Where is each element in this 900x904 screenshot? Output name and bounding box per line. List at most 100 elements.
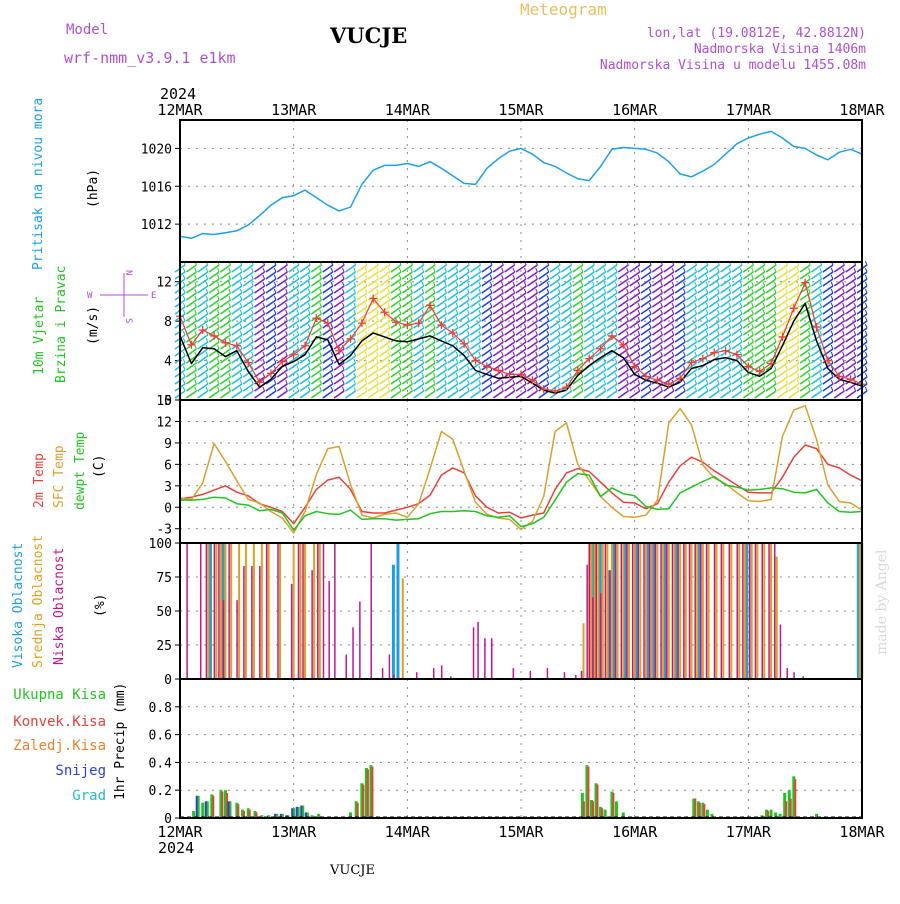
wind-gust-marker xyxy=(187,340,196,349)
wind-barb-flag xyxy=(864,351,868,357)
wind-barb xyxy=(822,383,834,392)
wind-barb xyxy=(560,278,572,287)
wind-barb-flag xyxy=(467,344,470,350)
wind-barb xyxy=(254,362,266,371)
wind-barb xyxy=(345,299,356,308)
wind-barb-flag xyxy=(535,372,538,378)
wind-barb xyxy=(265,285,277,294)
wind-barb xyxy=(299,369,311,378)
wind-barb xyxy=(413,341,425,350)
y-tick-label: 25 xyxy=(156,639,172,654)
wind-barb xyxy=(595,390,607,399)
wind-barb-flag xyxy=(205,372,209,378)
wind-barb-flag xyxy=(580,267,584,273)
wind-barb xyxy=(390,369,402,378)
wind-barb-flag xyxy=(307,379,311,385)
wind-barb-flag xyxy=(182,351,186,357)
wind-barb-flag xyxy=(819,316,823,322)
wind-barb-flag xyxy=(444,358,447,364)
wind-barb xyxy=(492,348,504,357)
wind-barb-flag xyxy=(728,372,732,378)
wind-barb xyxy=(811,327,823,336)
wind-barb-flag xyxy=(239,358,243,364)
wind-barb xyxy=(367,341,379,350)
wind-gust-marker xyxy=(585,354,594,363)
wind-barb xyxy=(447,313,459,322)
wind-barb xyxy=(720,376,732,385)
wind-barb-flag xyxy=(421,323,425,329)
wind-barb-flag xyxy=(262,330,266,336)
wind-barb xyxy=(333,313,345,322)
wind-barb-flag xyxy=(239,379,243,385)
wind-barb-flag xyxy=(819,274,823,280)
wind-barb xyxy=(424,306,436,315)
wind-barb xyxy=(379,376,391,385)
wind-barb xyxy=(708,320,720,329)
wind-barb xyxy=(333,369,345,378)
wind-barb xyxy=(776,376,788,385)
wind-barb-flag xyxy=(228,358,231,364)
wind-barb xyxy=(288,313,300,322)
wind-barb-flag xyxy=(364,288,368,294)
wind-barb xyxy=(322,306,334,315)
wind-barb xyxy=(333,390,345,399)
wind-barb xyxy=(356,285,368,294)
wind-barb-flag xyxy=(216,330,220,336)
wind-barb-flag xyxy=(648,302,652,308)
wind-barb-flag xyxy=(319,330,322,336)
wind-barb-flag xyxy=(251,330,254,336)
wind-barb-flag xyxy=(387,372,391,378)
wind-barb xyxy=(367,348,379,357)
wind-barb xyxy=(845,341,857,350)
wind-barb-column xyxy=(208,260,220,399)
wind-barb xyxy=(242,271,254,280)
wind-barb xyxy=(288,334,300,343)
wind-barb xyxy=(549,299,561,308)
wind-barb-flag xyxy=(751,281,754,287)
wind-barb xyxy=(560,327,572,336)
wind-barb-flag xyxy=(273,288,277,294)
wind-barb-flag xyxy=(421,372,425,378)
wind-barb-flag xyxy=(557,281,561,287)
wind-barb xyxy=(470,292,482,301)
wind-barb-flag xyxy=(398,281,402,287)
wind-barb-flag xyxy=(398,351,402,357)
wind-barb-flag xyxy=(705,330,709,336)
wind-barb xyxy=(197,390,209,399)
wind-barb-flag xyxy=(808,386,811,392)
wind-barb xyxy=(833,341,845,350)
wind-barb-flag xyxy=(353,274,356,280)
wind-barb-flag xyxy=(592,365,595,371)
wind-barb xyxy=(663,313,675,322)
wind-barb xyxy=(367,376,379,385)
wind-barb xyxy=(276,383,288,392)
wind-barb-flag xyxy=(569,288,572,294)
wind-barb-flag xyxy=(228,379,231,385)
wind-gust-marker xyxy=(767,359,776,368)
wind-barb xyxy=(595,334,607,343)
wind-barb-flag xyxy=(330,309,334,315)
wind-barb xyxy=(208,355,220,364)
wind-barb-flag xyxy=(546,379,550,385)
wind-barb-flag xyxy=(773,288,777,294)
wind-barb xyxy=(333,376,345,385)
wind-barb xyxy=(458,285,470,294)
wind-barb xyxy=(401,383,413,392)
wind-barb-flag xyxy=(569,267,572,273)
wind-barb xyxy=(379,362,391,371)
wind-barb xyxy=(208,278,220,287)
wind-barb-flag xyxy=(751,344,754,350)
wind-barb xyxy=(356,299,368,308)
wind-barb xyxy=(686,271,697,280)
wind-barb xyxy=(799,362,811,371)
wind-barb-flag xyxy=(501,274,504,280)
wind-barb xyxy=(651,299,663,308)
y-tick-label: 12 xyxy=(156,276,172,291)
wind-barb xyxy=(356,341,368,350)
wind-barb xyxy=(492,292,504,301)
wind-barb xyxy=(345,390,356,399)
wind-barb-column xyxy=(276,260,288,399)
wind-barb xyxy=(799,376,811,385)
wind-barb xyxy=(242,341,254,350)
wind-barb-flag xyxy=(683,274,686,280)
